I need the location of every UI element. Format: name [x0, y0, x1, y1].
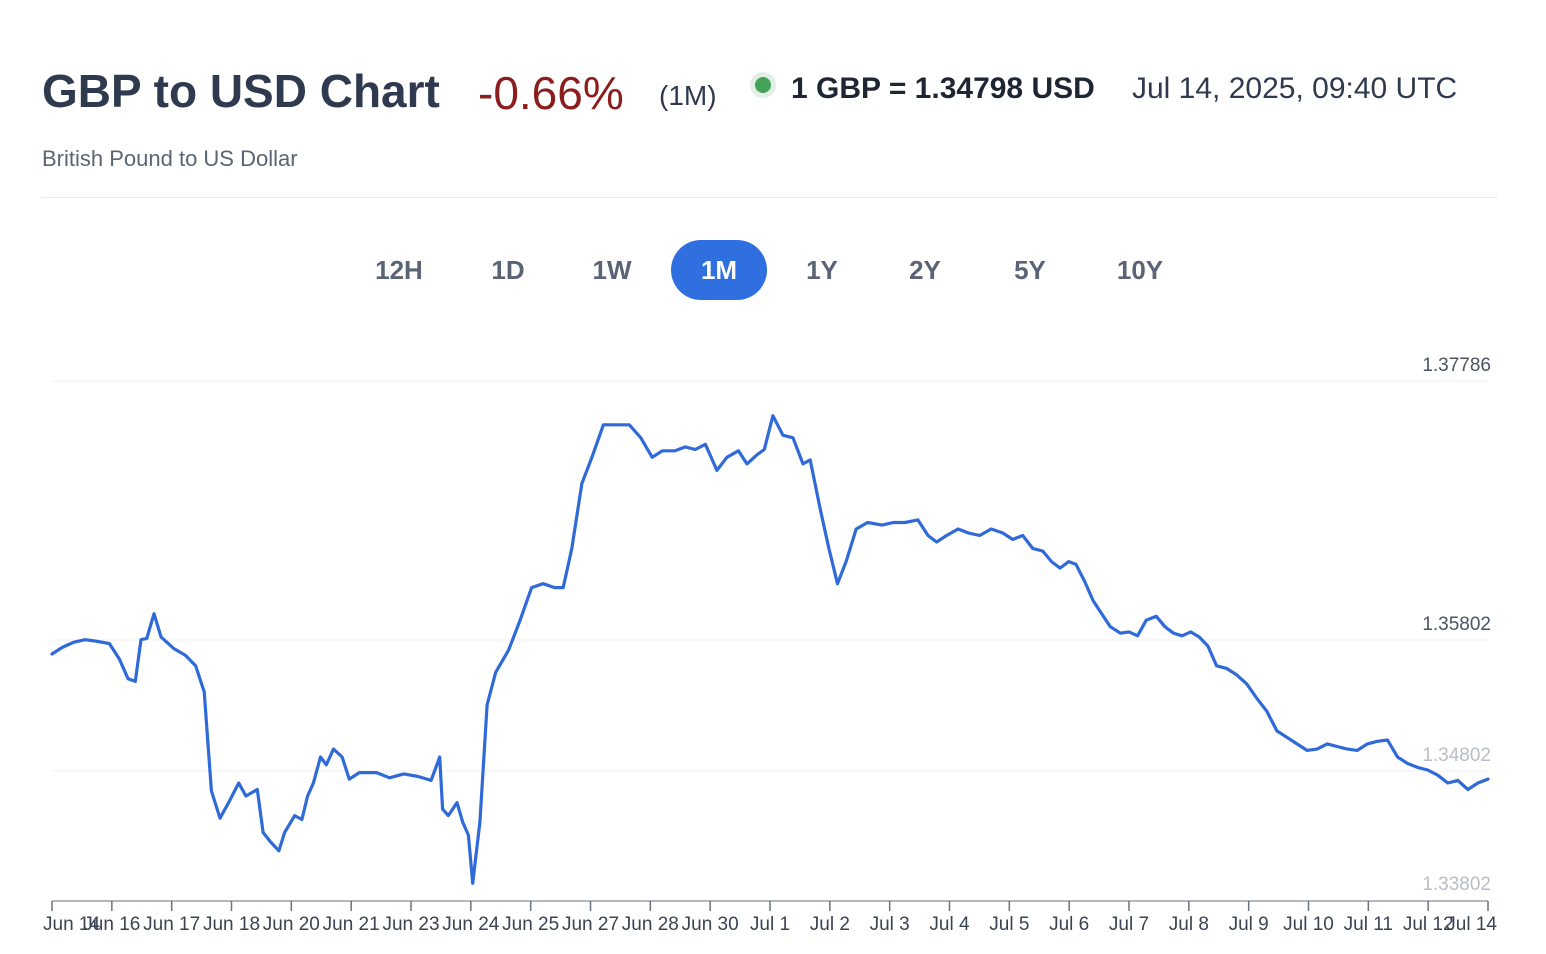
x-tick-label: Jun 21: [323, 914, 380, 935]
x-tick-label: Jul 3: [870, 914, 910, 935]
chart-header: GBP to USD Chart -0.66% (1M) 1 GBP = 1.3…: [42, 60, 1502, 130]
current-rate: 1 GBP = 1.34798 USD: [791, 72, 1095, 105]
change-percent: -0.66%: [478, 67, 624, 119]
x-tick-label: Jul 5: [989, 914, 1029, 935]
range-button-5y[interactable]: 5Y: [1014, 255, 1046, 285]
x-tick-label: Jun 20: [263, 914, 320, 935]
x-tick-label: Jul 14: [1446, 914, 1497, 935]
range-button-10y[interactable]: 10Y: [1116, 255, 1164, 285]
x-tick-label: Jul 8: [1169, 914, 1209, 935]
header-divider: [42, 197, 1498, 198]
y-axis-labels: 1.37786 1.35802 1.34802 1.33802: [1422, 355, 1491, 895]
x-tick-label: Jun 23: [382, 914, 439, 935]
x-tick-label: Jul 9: [1229, 914, 1269, 935]
x-tick-label: Jul 4: [929, 914, 970, 935]
series-line: [50, 414, 1490, 885]
y-tick-label: 1.34802: [1422, 745, 1491, 766]
x-tick-label: Jul 12: [1403, 914, 1454, 935]
x-tick-label: Jun 30: [682, 914, 739, 935]
y-tick-label: 1.37786: [1422, 355, 1491, 376]
range-button-1d[interactable]: 1D: [491, 255, 525, 285]
range-selector: 12H 1D 1W 1M 1Y 2Y 5Y 10Y: [0, 240, 1546, 300]
x-tick-label: Jun 25: [502, 914, 559, 935]
range-button-1m[interactable]: 1M: [671, 240, 767, 300]
x-tick-label: Jul 6: [1049, 914, 1089, 935]
x-tick-label: Jun 24: [442, 914, 499, 935]
x-tick-label: Jul 2: [810, 914, 850, 935]
x-tick-label: Jun 14: [43, 914, 100, 935]
x-tick-label: Jun 16: [83, 914, 140, 935]
rate-timestamp: Jul 14, 2025, 09:40 UTC: [1132, 72, 1458, 105]
x-tick-label: Jul 11: [1344, 914, 1393, 935]
x-tick-label: Jun 18: [203, 914, 260, 935]
grid-lines: [52, 380, 1488, 772]
x-tick-label: Jun 17: [143, 914, 200, 935]
x-tick-label: Jun 28: [622, 914, 679, 935]
page-title: GBP to USD Chart: [42, 65, 440, 117]
range-button-2y[interactable]: 2Y: [909, 255, 941, 285]
range-button-1w[interactable]: 1W: [592, 255, 632, 285]
range-button-12h[interactable]: 12H: [375, 255, 423, 285]
x-tick-label: Jul 7: [1109, 914, 1149, 935]
page-subtitle: British Pound to US Dollar: [42, 146, 298, 171]
y-tick-label: 1.33802: [1422, 874, 1491, 895]
x-tick-label: Jul 10: [1283, 914, 1334, 935]
x-tick-label: Jul 1: [750, 914, 790, 935]
x-tick-label: Jun 27: [562, 914, 619, 935]
live-status-icon: [755, 77, 771, 93]
change-period: (1M): [659, 80, 717, 111]
range-button-1y[interactable]: 1Y: [806, 255, 838, 285]
y-tick-label: 1.35802: [1422, 614, 1491, 635]
